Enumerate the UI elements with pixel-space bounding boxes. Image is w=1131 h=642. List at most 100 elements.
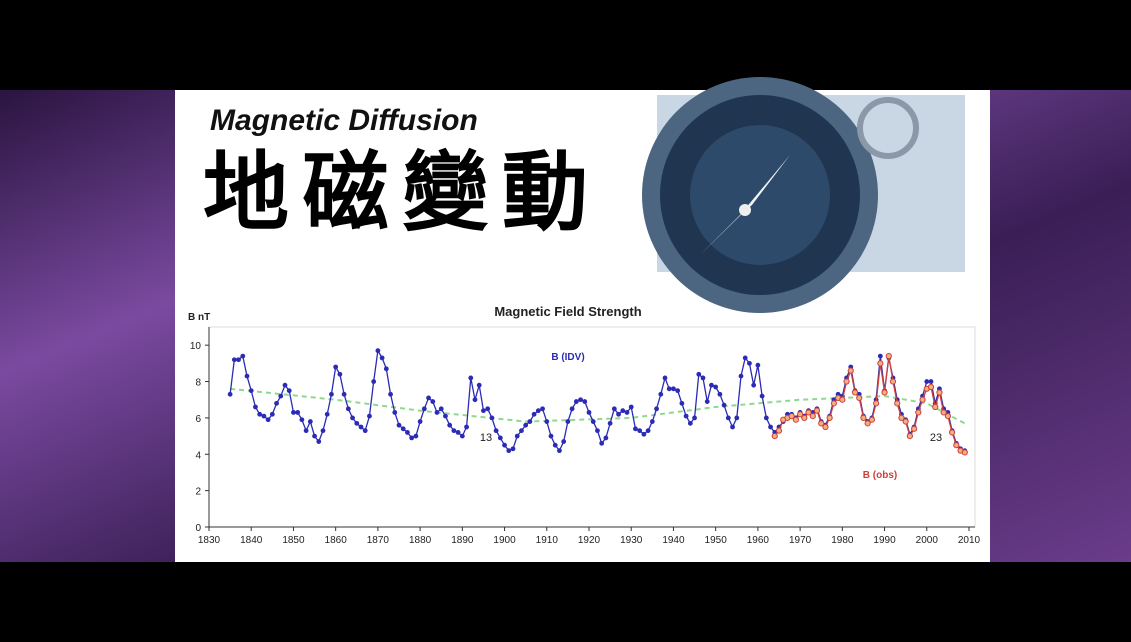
- data-point: [472, 397, 478, 403]
- data-point: [881, 389, 888, 396]
- y-tick-label: 0: [195, 523, 201, 534]
- data-point: [911, 425, 918, 432]
- data-point: [628, 404, 634, 410]
- data-point: [843, 378, 850, 385]
- data-point: [426, 395, 431, 401]
- data-point: [700, 375, 706, 381]
- data-point: [894, 400, 901, 407]
- data-point: [497, 435, 503, 441]
- data-point: [236, 357, 241, 363]
- x-tick-label: 1960: [747, 535, 770, 546]
- x-tick-label: 1880: [409, 535, 432, 546]
- data-point: [953, 442, 960, 449]
- x-tick-label: 1830: [198, 535, 221, 546]
- data-point: [303, 428, 309, 434]
- x-tick-label: 1990: [873, 535, 896, 546]
- data-point: [775, 427, 783, 434]
- data-point: [375, 348, 381, 354]
- data-point: [704, 399, 710, 404]
- data-point: [337, 371, 343, 377]
- data-point: [637, 428, 643, 434]
- data-point: [730, 424, 735, 430]
- x-tick-label: 1940: [662, 535, 685, 546]
- y-axis-label: B nT: [188, 312, 210, 323]
- data-point: [738, 373, 744, 379]
- data-point: [447, 422, 453, 428]
- data-point: [253, 404, 258, 410]
- x-tick-label: 1850: [282, 535, 305, 546]
- data-point: [468, 375, 474, 381]
- data-point: [595, 428, 600, 434]
- data-point: [282, 382, 288, 388]
- x-tick-label: 1860: [325, 535, 348, 546]
- data-point: [751, 382, 757, 388]
- data-point: [788, 412, 795, 420]
- data-point: [451, 428, 457, 434]
- data-point: [358, 424, 364, 430]
- x-tick-label: 2010: [958, 535, 981, 546]
- data-point: [607, 420, 613, 426]
- annotation: 13: [480, 432, 492, 444]
- data-point: [851, 389, 859, 396]
- data-point: [826, 414, 833, 422]
- data-point: [316, 439, 322, 444]
- trend-line: [230, 387, 966, 425]
- data-point: [506, 448, 512, 454]
- data-point: [329, 391, 334, 397]
- data-point: [734, 415, 740, 421]
- data-point: [683, 413, 689, 419]
- data-point: [932, 403, 939, 411]
- data-point: [552, 442, 558, 448]
- data-point: [768, 424, 773, 430]
- data-point: [354, 420, 360, 426]
- compass-image: [642, 77, 965, 313]
- data-point: [928, 379, 934, 384]
- data-point: [721, 402, 727, 408]
- data-point: [940, 409, 947, 416]
- x-tick-label: 1920: [578, 535, 601, 546]
- data-point: [367, 413, 372, 419]
- data-point: [687, 420, 693, 426]
- data-point: [485, 406, 491, 412]
- data-point: [565, 419, 571, 424]
- x-tick-label: 1840: [240, 535, 263, 546]
- data-point: [924, 379, 930, 384]
- y-tick-label: 10: [190, 341, 202, 352]
- data-point: [868, 416, 875, 423]
- data-point: [805, 409, 812, 416]
- x-tick-label: 1970: [789, 535, 812, 546]
- data-point: [763, 415, 769, 421]
- data-point: [417, 419, 423, 424]
- data-point: [388, 391, 393, 397]
- data-point: [586, 410, 592, 415]
- y-tick-label: 4: [195, 450, 201, 461]
- data-point: [535, 408, 541, 414]
- data-point: [906, 432, 913, 440]
- x-tick-label: 1950: [705, 535, 728, 546]
- data-point: [847, 367, 854, 374]
- data-point: [830, 400, 837, 407]
- y-tick-label: 8: [195, 378, 201, 389]
- x-tick-label: 1870: [367, 535, 390, 546]
- data-point: [481, 408, 486, 414]
- data-point: [489, 415, 495, 421]
- data-point: [430, 399, 436, 404]
- data-point: [915, 409, 922, 416]
- x-tick-label: 1980: [831, 535, 854, 546]
- data-point: [514, 433, 520, 439]
- data-point: [860, 414, 867, 422]
- x-tick-label: 2000: [916, 535, 939, 546]
- data-point: [889, 378, 897, 385]
- data-point: [438, 406, 444, 412]
- data-point: [421, 406, 427, 412]
- data-point: [771, 432, 778, 440]
- x-tick-label: 1890: [451, 535, 474, 546]
- data-point: [624, 410, 630, 415]
- series-label: B (obs): [863, 470, 897, 481]
- data-point: [278, 393, 284, 399]
- data-point: [692, 415, 697, 421]
- data-point: [679, 400, 685, 406]
- data-point: [696, 371, 702, 377]
- data-point: [898, 414, 905, 422]
- data-point: [383, 366, 389, 372]
